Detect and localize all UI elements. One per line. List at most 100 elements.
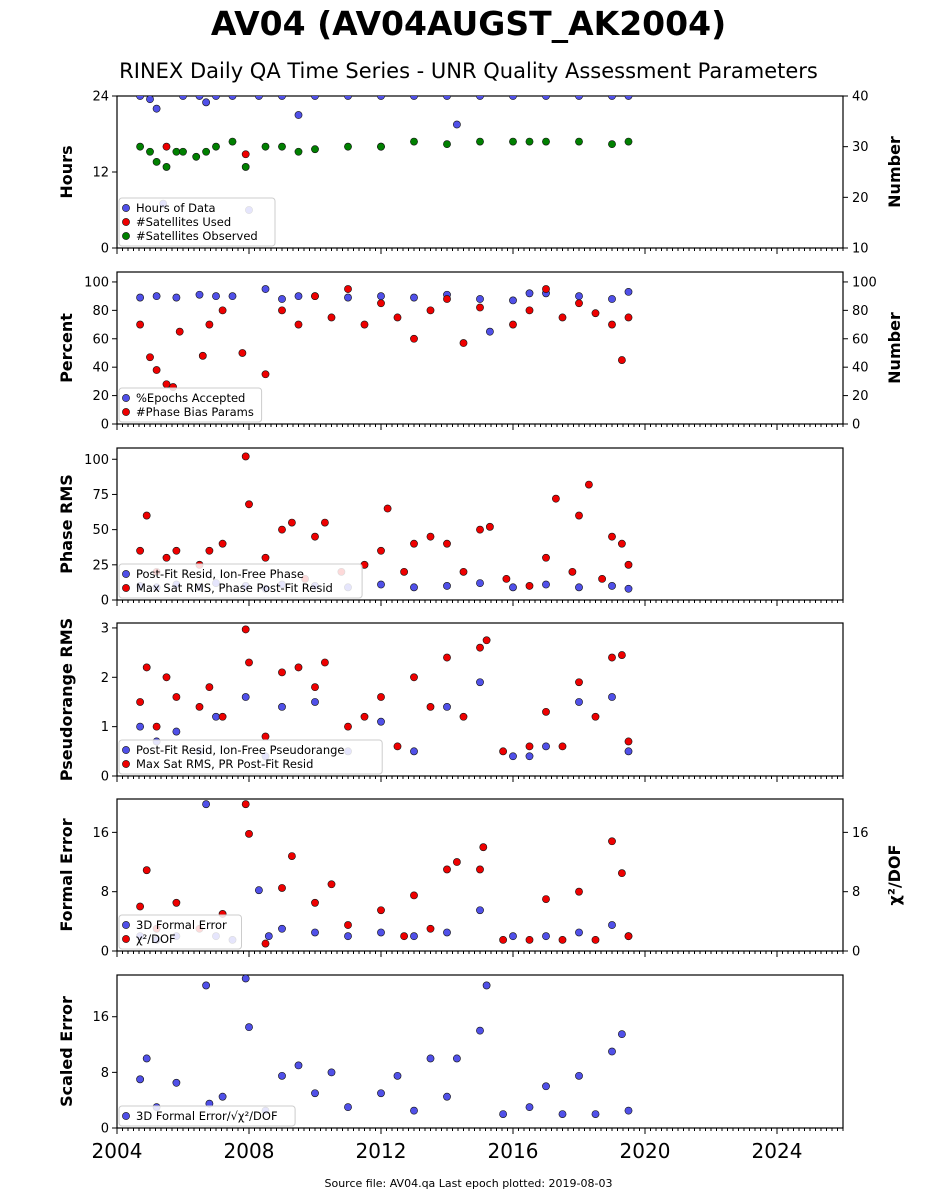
data-point <box>377 693 385 701</box>
data-point <box>591 309 600 318</box>
data-point <box>459 567 468 576</box>
y-tick-label: 8 <box>101 1066 109 1081</box>
y2-tick-label: 0 <box>852 418 860 433</box>
legend-box <box>118 197 276 247</box>
data-point <box>172 293 181 302</box>
panel-2: 0 20 40 60 80 100 0 20 40 60 80 100 Percent Number %Ep… <box>57 271 904 433</box>
data-point <box>459 712 468 721</box>
data-point <box>278 1071 286 1080</box>
data-point <box>179 96 187 100</box>
data-point <box>591 1110 600 1118</box>
legend-marker <box>122 921 130 929</box>
data-point <box>624 1106 633 1115</box>
data-points <box>136 96 633 214</box>
data-point <box>146 147 154 156</box>
data-point <box>608 1047 616 1056</box>
legend-label: Max Sat RMS, Phase Post-Fit Resid <box>136 581 333 595</box>
data-point <box>525 935 534 944</box>
data-point <box>241 452 250 461</box>
y-tick-label: 0 <box>101 242 109 257</box>
data-point <box>228 96 237 100</box>
data-point <box>179 147 187 156</box>
y-tick-label: 20 <box>92 389 109 404</box>
legend-marker <box>122 570 130 578</box>
data-point <box>238 349 247 357</box>
legend-marker <box>122 408 130 416</box>
data-point <box>377 906 385 915</box>
data-point <box>136 142 144 151</box>
data-point <box>443 295 451 303</box>
legend-marker <box>122 935 130 943</box>
data-point <box>320 658 329 667</box>
data-point <box>393 313 402 322</box>
y-tick-label: 40 <box>92 361 109 376</box>
legend-label: #Phase Bias Params <box>136 405 254 419</box>
data-point <box>618 539 626 548</box>
data-point <box>459 339 468 347</box>
data-point <box>162 163 171 171</box>
data-point <box>142 511 151 520</box>
data-point <box>198 351 207 360</box>
legend-label: 3D Formal Error/√χ²/DOF <box>136 1109 278 1123</box>
y-axis-label: Percent <box>57 313 76 383</box>
data-point <box>476 303 484 312</box>
data-point <box>175 327 184 336</box>
panel-6: 0 8 16 Scaled Error 3D Formal Error/√χ²/DOF <box>57 974 844 1137</box>
data-point <box>400 567 408 576</box>
data-point <box>542 1082 550 1091</box>
y-tick-label: 3 <box>101 621 109 636</box>
data-point <box>172 147 181 156</box>
data-point <box>327 313 336 322</box>
data-point <box>311 698 319 706</box>
data-point <box>452 120 461 129</box>
data-point <box>311 292 319 301</box>
data-point <box>575 511 583 520</box>
legend-box <box>118 1105 296 1127</box>
data-point <box>218 1092 227 1101</box>
data-point <box>608 320 616 329</box>
data-point <box>482 636 491 645</box>
data-point <box>558 1110 567 1118</box>
data-point <box>410 583 418 592</box>
data-point <box>344 285 352 293</box>
data-point <box>443 703 451 711</box>
data-point <box>476 579 484 588</box>
data-point <box>311 1089 319 1098</box>
data-point <box>218 306 227 315</box>
y-tick-label: 8 <box>101 885 109 900</box>
data-point <box>509 296 517 305</box>
data-point <box>410 747 418 756</box>
y-tick-label: 12 <box>92 166 109 181</box>
data-point <box>443 582 451 590</box>
data-point <box>202 147 210 156</box>
data-point <box>485 522 494 531</box>
data-point <box>479 843 488 852</box>
data-point <box>618 356 626 364</box>
data-point <box>575 1071 583 1080</box>
data-point <box>261 553 270 562</box>
data-point <box>360 712 369 721</box>
panel-4: 0 1 2 3 Pseudorange RMS Post-Fit Resid, Ion-F… <box>57 618 844 785</box>
data-point <box>218 712 227 721</box>
legend-marker <box>122 584 130 592</box>
data-point <box>261 939 270 948</box>
data-point <box>162 553 171 562</box>
figure-subtitle: RINEX Daily QA Time Series - UNR Quality… <box>119 59 818 83</box>
y2-tick-label: 8 <box>852 885 860 900</box>
data-point <box>476 137 484 146</box>
y-tick-label: 60 <box>92 332 109 347</box>
y-tick-label: 100 <box>84 453 109 468</box>
data-point <box>591 712 600 721</box>
data-point <box>202 800 210 809</box>
data-point <box>476 678 484 687</box>
data-point <box>476 906 484 915</box>
data-point <box>598 574 606 583</box>
data-point <box>241 800 250 809</box>
data-point <box>172 1078 181 1087</box>
data-point <box>542 580 550 589</box>
y2-tick-label: 100 <box>852 275 877 290</box>
data-point <box>311 145 319 154</box>
data-point <box>585 480 593 489</box>
